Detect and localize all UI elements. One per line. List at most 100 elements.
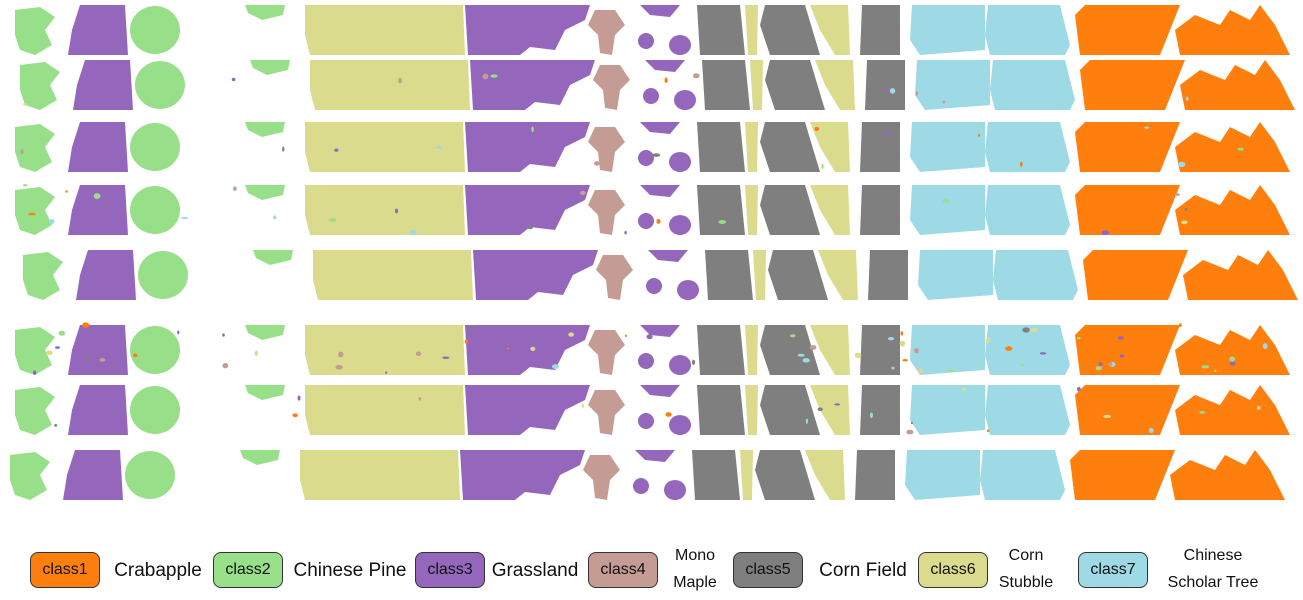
noise-speck [593,161,600,166]
region [810,325,850,375]
region [910,325,985,375]
noise-speck [231,77,236,82]
noise-speck [93,193,101,199]
noise-speck [1030,328,1038,333]
noise-speck [821,163,824,170]
map-row [15,322,1290,375]
region [68,5,128,55]
noise-speck [1184,207,1188,211]
region [669,152,691,172]
region [1075,325,1180,375]
region [855,450,895,500]
noise-speck [1256,405,1261,410]
region [1183,250,1298,300]
noise-speck [579,190,586,196]
noise-speck [802,358,810,363]
noise-speck [581,403,584,408]
noise-speck [222,333,225,337]
noise-speck [1262,343,1268,349]
region [588,190,625,235]
region [76,250,136,300]
noise-speck [1214,369,1217,372]
region [750,60,763,110]
legend-swatch: class6 [918,552,988,588]
noise-speck [54,346,61,349]
noise-speck [54,423,58,427]
region [305,185,465,235]
noise-speck [84,355,89,361]
region [68,185,128,235]
region [643,88,659,104]
region [638,353,654,369]
region [805,450,845,500]
region [745,5,758,55]
region [810,122,850,172]
noise-speck [394,208,399,214]
legend-swatch: class1 [30,552,100,588]
region [625,185,680,197]
region [470,60,595,110]
region [745,325,758,375]
noise-speck [1005,346,1013,352]
region [810,385,850,435]
legend-label: Chinese Pine [293,560,407,581]
noise-speck [891,366,895,370]
region [10,452,50,500]
region [68,325,128,375]
noise-speck [254,350,258,357]
region [23,252,63,300]
noise-speck [914,347,919,354]
region [465,325,590,375]
region [465,5,590,55]
noise-speck [1178,323,1182,327]
region [760,325,820,375]
region [465,122,590,172]
region [674,90,696,110]
region [465,385,590,435]
region [810,185,850,235]
region [20,62,60,110]
noise-speck [28,212,36,216]
noise-speck [23,102,27,106]
legend-label: Chinese Scholar Tree [1167,547,1259,591]
region [1175,185,1290,235]
region [63,450,123,500]
region [669,415,691,435]
region [588,330,625,375]
noise-speck [887,337,895,341]
noise-speck [549,215,556,220]
noise-speck [1199,411,1206,414]
noise-speck [664,77,668,84]
noise-speck [468,326,473,332]
noise-speck [1101,230,1110,236]
region [638,413,654,429]
noise-speck [530,346,536,351]
region [638,150,654,166]
region [692,450,740,500]
region [15,387,55,435]
noise-speck [1039,352,1047,355]
region [1075,122,1180,172]
noise-speck [656,218,661,224]
noise-speck [665,412,672,417]
noise-speck [1108,361,1113,367]
region [240,450,280,465]
region [985,122,1070,172]
map-row [15,122,1290,172]
noise-speck [918,368,924,374]
legend-swatch: class4 [588,552,658,588]
noise-speck [222,362,229,369]
noise-speck [1201,365,1210,369]
region [1080,60,1185,110]
region [985,5,1070,55]
region [15,124,55,172]
region [915,60,990,110]
noise-speck [23,184,28,187]
region [15,7,55,55]
region [638,33,654,49]
region [760,185,820,235]
noise-speck [805,418,808,424]
region [593,65,630,110]
region [1070,450,1175,500]
region [245,185,285,200]
